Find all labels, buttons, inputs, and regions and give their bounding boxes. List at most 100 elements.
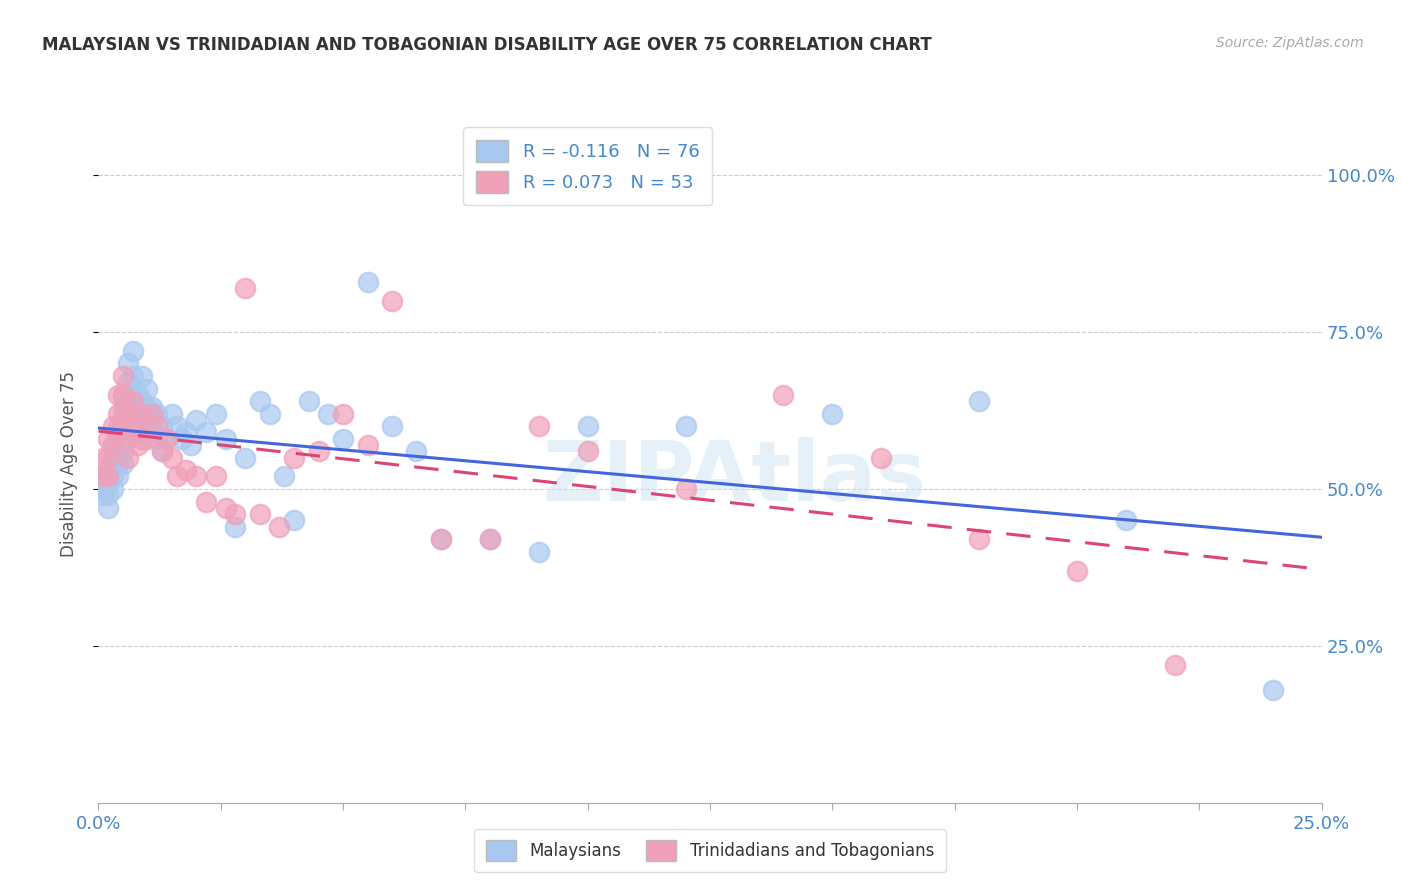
Point xyxy=(131,394,153,409)
Point xyxy=(356,438,378,452)
Point xyxy=(107,469,129,483)
Point xyxy=(111,368,134,383)
Point xyxy=(121,343,143,358)
Point xyxy=(97,475,120,490)
Point xyxy=(160,407,183,421)
Point xyxy=(870,450,893,465)
Point xyxy=(176,463,198,477)
Point xyxy=(269,519,291,533)
Point xyxy=(259,407,281,421)
Point xyxy=(332,407,354,421)
Point xyxy=(107,419,129,434)
Point xyxy=(136,382,159,396)
Point xyxy=(205,469,228,483)
Point xyxy=(478,532,501,546)
Point xyxy=(150,444,173,458)
Point xyxy=(101,457,124,471)
Point xyxy=(233,450,256,465)
Point xyxy=(136,419,159,434)
Point xyxy=(136,401,159,415)
Point xyxy=(111,401,134,415)
Point xyxy=(121,394,143,409)
Point xyxy=(967,394,990,409)
Point xyxy=(1115,513,1137,527)
Point xyxy=(576,444,599,458)
Point xyxy=(136,432,159,446)
Point xyxy=(233,281,256,295)
Point xyxy=(117,407,139,421)
Point xyxy=(675,482,697,496)
Point xyxy=(1066,564,1088,578)
Point xyxy=(527,545,550,559)
Text: Source: ZipAtlas.com: Source: ZipAtlas.com xyxy=(1216,36,1364,50)
Point xyxy=(527,419,550,434)
Point xyxy=(107,407,129,421)
Point xyxy=(127,419,149,434)
Point xyxy=(111,407,134,421)
Point xyxy=(117,450,139,465)
Point xyxy=(111,388,134,402)
Point xyxy=(121,419,143,434)
Point xyxy=(117,407,139,421)
Point xyxy=(381,419,404,434)
Point xyxy=(127,407,149,421)
Point xyxy=(141,401,163,415)
Point xyxy=(405,444,427,458)
Point xyxy=(156,432,179,446)
Point xyxy=(91,469,114,483)
Point xyxy=(101,482,124,496)
Point xyxy=(146,419,169,434)
Point xyxy=(131,368,153,383)
Point xyxy=(111,457,134,471)
Point xyxy=(146,432,169,446)
Point xyxy=(91,450,114,465)
Point xyxy=(478,532,501,546)
Text: MALAYSIAN VS TRINIDADIAN AND TOBAGONIAN DISABILITY AGE OVER 75 CORRELATION CHART: MALAYSIAN VS TRINIDADIAN AND TOBAGONIAN … xyxy=(42,36,932,54)
Point xyxy=(101,438,124,452)
Point xyxy=(821,407,844,421)
Point xyxy=(101,419,124,434)
Point xyxy=(675,419,697,434)
Point xyxy=(97,500,120,515)
Point xyxy=(91,488,114,502)
Point xyxy=(318,407,340,421)
Point xyxy=(166,419,188,434)
Point xyxy=(91,469,114,483)
Point xyxy=(97,450,120,465)
Point xyxy=(249,394,271,409)
Point xyxy=(298,394,321,409)
Point xyxy=(111,413,134,427)
Point xyxy=(127,425,149,440)
Point xyxy=(166,469,188,483)
Point xyxy=(111,388,134,402)
Point xyxy=(97,463,120,477)
Point xyxy=(97,432,120,446)
Point xyxy=(131,432,153,446)
Point xyxy=(131,407,153,421)
Point xyxy=(430,532,453,546)
Legend: Malaysians, Trinidadians and Tobagonians: Malaysians, Trinidadians and Tobagonians xyxy=(474,829,946,872)
Point xyxy=(356,275,378,289)
Point xyxy=(430,532,453,546)
Point xyxy=(101,469,124,483)
Point xyxy=(97,488,120,502)
Point xyxy=(101,438,124,452)
Y-axis label: Disability Age Over 75: Disability Age Over 75 xyxy=(59,371,77,557)
Point xyxy=(186,469,208,483)
Point xyxy=(308,444,330,458)
Point xyxy=(224,507,246,521)
Point xyxy=(283,450,305,465)
Point xyxy=(1164,657,1187,672)
Point xyxy=(195,494,218,508)
Point xyxy=(107,388,129,402)
Point xyxy=(150,444,173,458)
Point xyxy=(186,413,208,427)
Point xyxy=(117,356,139,370)
Point xyxy=(101,450,124,465)
Point xyxy=(121,407,143,421)
Point xyxy=(180,438,202,452)
Point xyxy=(249,507,271,521)
Text: ZIPAtlas: ZIPAtlas xyxy=(543,437,927,518)
Point xyxy=(772,388,794,402)
Point xyxy=(332,432,354,446)
